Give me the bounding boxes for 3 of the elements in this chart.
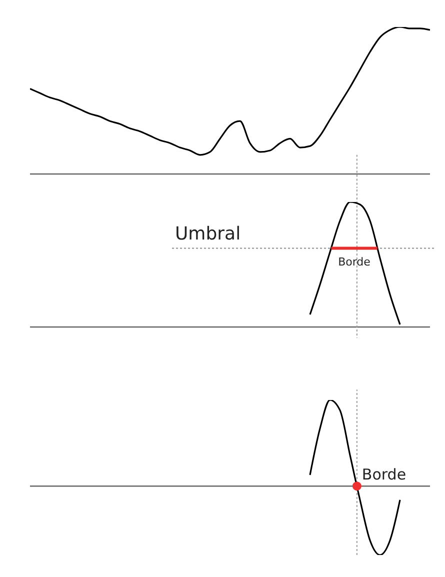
ref-line-label: Umbral xyxy=(175,223,241,244)
annotation: Borde xyxy=(362,466,406,484)
annotation: Borde xyxy=(338,255,371,268)
